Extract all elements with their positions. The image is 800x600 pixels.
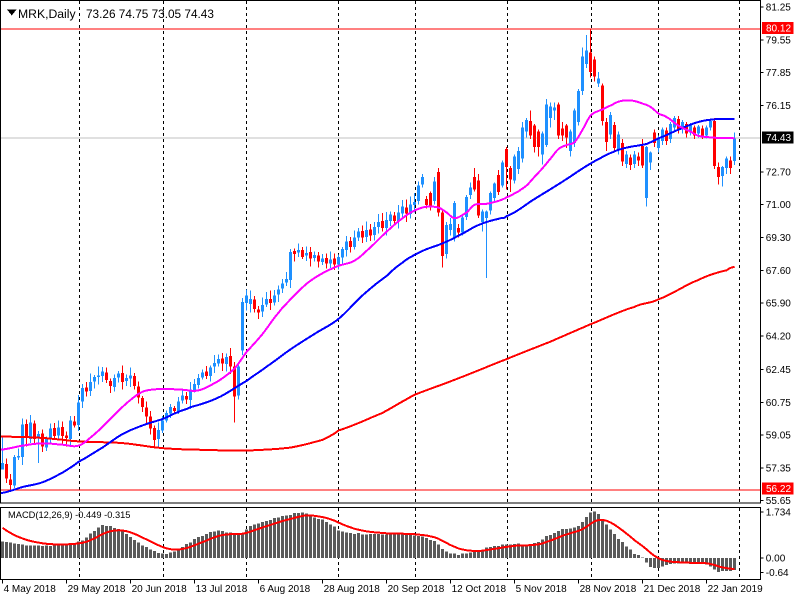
svg-text:12 Oct 2018: 12 Oct 2018 — [452, 584, 507, 595]
svg-text:69.30: 69.30 — [766, 233, 791, 244]
svg-text:74.43: 74.43 — [766, 133, 791, 144]
svg-text:59.05: 59.05 — [766, 431, 791, 442]
svg-text:57.35: 57.35 — [766, 463, 791, 474]
svg-text:67.60: 67.60 — [766, 266, 791, 277]
svg-text:79.55: 79.55 — [766, 36, 791, 47]
svg-text:76.15: 76.15 — [766, 101, 791, 112]
svg-text:80.12: 80.12 — [766, 23, 791, 34]
svg-text:55.65: 55.65 — [766, 496, 791, 507]
svg-text:13 Jul 2018: 13 Jul 2018 — [196, 584, 248, 595]
svg-text:71.00: 71.00 — [766, 200, 791, 211]
svg-text:20 Sep 2018: 20 Sep 2018 — [388, 584, 445, 595]
svg-text:81.25: 81.25 — [766, 3, 791, 14]
svg-text:MRK,Daily: MRK,Daily — [18, 7, 76, 21]
svg-text:-0.64: -0.64 — [766, 568, 789, 579]
svg-text:1.734: 1.734 — [766, 508, 791, 519]
svg-text:73.26 74.75 73.05 74.43: 73.26 74.75 73.05 74.43 — [86, 7, 214, 21]
svg-text:4 May 2018: 4 May 2018 — [4, 584, 57, 595]
svg-text:64.20: 64.20 — [766, 331, 791, 342]
svg-text:62.45: 62.45 — [766, 365, 791, 376]
svg-text:60.75: 60.75 — [766, 398, 791, 409]
svg-text:65.90: 65.90 — [766, 299, 791, 310]
svg-text:0.00: 0.00 — [766, 554, 786, 565]
svg-text:6 Aug 2018: 6 Aug 2018 — [260, 584, 311, 595]
svg-text:22 Jan 2019: 22 Jan 2019 — [708, 584, 763, 595]
svg-text:28 Nov 2018: 28 Nov 2018 — [580, 584, 637, 595]
svg-text:21 Dec 2018: 21 Dec 2018 — [644, 584, 701, 595]
svg-text:72.70: 72.70 — [766, 168, 791, 179]
svg-text:28 Aug 2018: 28 Aug 2018 — [324, 584, 381, 595]
svg-text:77.85: 77.85 — [766, 68, 791, 79]
svg-text:29 May 2018: 29 May 2018 — [68, 584, 126, 595]
svg-text:20 Jun 2018: 20 Jun 2018 — [132, 584, 187, 595]
svg-text:5 Nov 2018: 5 Nov 2018 — [516, 584, 568, 595]
svg-text:56.22: 56.22 — [766, 484, 791, 495]
svg-text:MACD(12,26,9) -0.449 -0.315: MACD(12,26,9) -0.449 -0.315 — [8, 510, 130, 520]
